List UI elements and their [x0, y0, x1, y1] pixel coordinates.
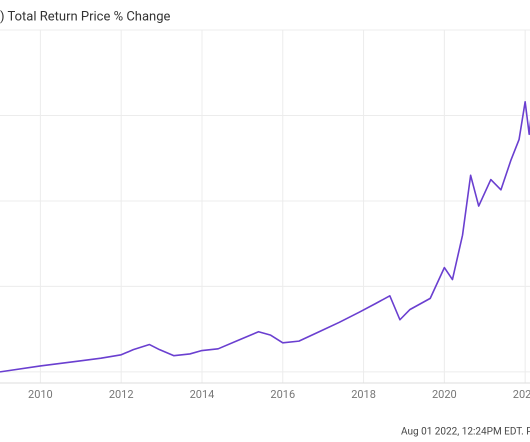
x-tick-label: 2022 — [513, 388, 530, 401]
x-tick-label: 2016 — [270, 388, 295, 401]
x-tick-label: 2012 — [109, 388, 134, 401]
line — [0, 101, 530, 373]
footer: Aug 01 2022, 12:24PM EDT. Powere — [401, 427, 530, 438]
x-tick-label: 2014 — [190, 388, 215, 401]
x-tick-label: 2018 — [351, 388, 376, 401]
chart-title: ) Total Return Price % Change — [0, 9, 170, 24]
x-tick-label: 2020 — [432, 388, 457, 401]
x-tick-label: 2010 — [28, 388, 53, 401]
